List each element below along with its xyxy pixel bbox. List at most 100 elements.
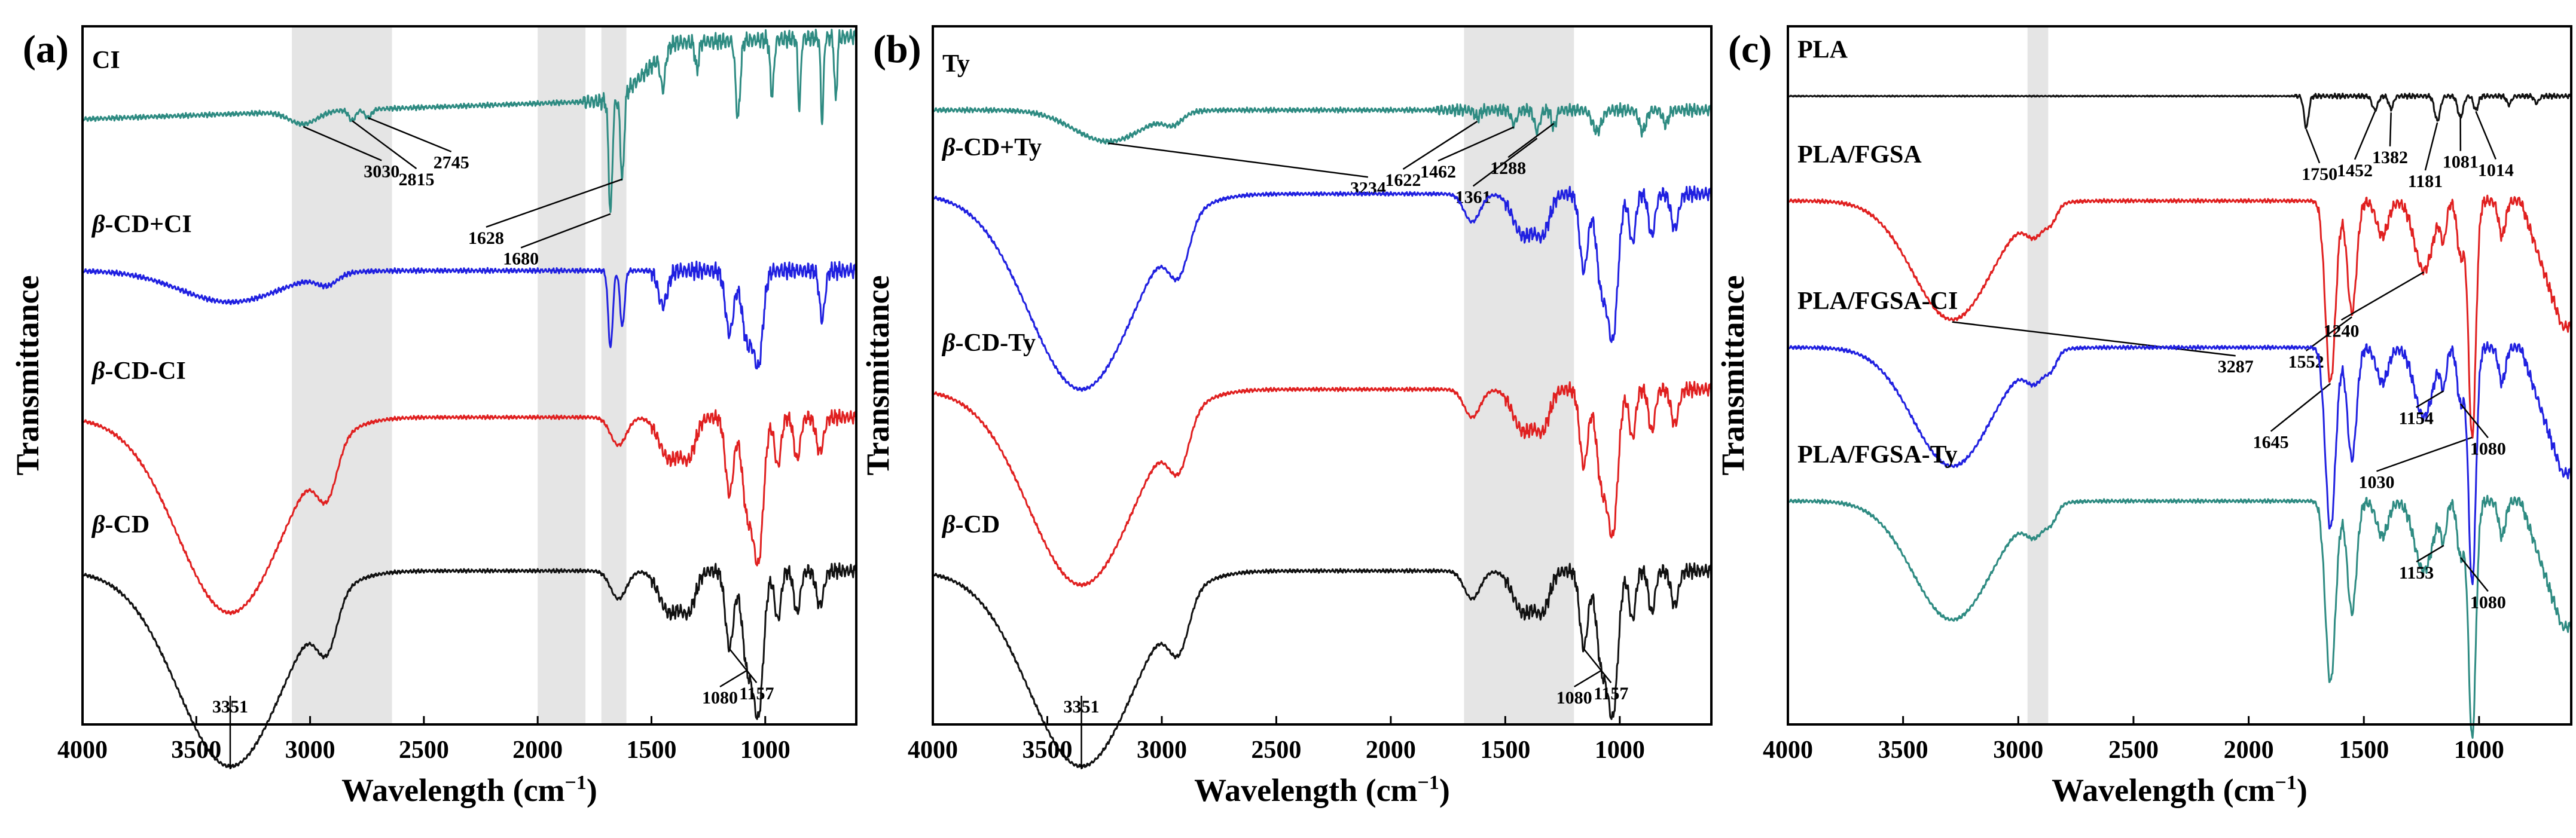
- panel-letter: (c): [1728, 27, 1772, 71]
- peak-leader: [520, 213, 611, 249]
- peak-label-1622: 1622: [1385, 170, 1421, 190]
- x-tick-label: 3500: [171, 736, 221, 764]
- shaded-band-2: [538, 26, 586, 724]
- series-label: PLA/FGSA: [1797, 141, 1922, 169]
- series-line--cd-ty: [932, 185, 1713, 392]
- peak-label-1080: 1080: [2470, 592, 2506, 612]
- peak-leader: [1952, 321, 2236, 357]
- peak-label-1240: 1240: [2324, 321, 2360, 341]
- peak-label-2745: 2745: [434, 153, 469, 173]
- series-label: PLA/FGSA-Ty: [1797, 441, 1958, 469]
- peak-leader: [2305, 129, 2321, 164]
- x-tick-label: 3500: [1878, 736, 1928, 764]
- x-axis-title: Wavelength (cm−1): [1194, 772, 1450, 808]
- x-tick-label: 4000: [57, 736, 108, 764]
- peak-label-1382: 1382: [2372, 148, 2408, 167]
- series-line-pla-fgsa-ty: [1787, 494, 2572, 739]
- shaded-band-1: [292, 26, 392, 724]
- peak-label-1645: 1645: [2253, 433, 2289, 452]
- peak-label-1288: 1288: [1490, 158, 1526, 178]
- series-label: β-CD: [91, 511, 149, 539]
- peak-leader: [2305, 316, 2352, 351]
- peak-leader: [1507, 123, 1555, 158]
- x-tick-label: 2000: [512, 736, 563, 764]
- x-tick-label: 2000: [1366, 736, 1416, 764]
- x-axis-title: Wavelength (cm−1): [341, 772, 597, 808]
- x-tick-label: 1000: [2454, 736, 2504, 764]
- series-line--cd: [81, 562, 857, 769]
- peak-leader: [368, 117, 452, 152]
- series-line-ci: [81, 29, 857, 213]
- peak-label-2815: 2815: [398, 170, 434, 189]
- panel-letter: (b): [873, 27, 921, 71]
- peak-label-3351: 3351: [1064, 697, 1100, 717]
- x-tick-label: 3500: [1022, 736, 1072, 764]
- peak-leader: [1437, 126, 1515, 162]
- peak-label-1030: 1030: [2359, 472, 2395, 492]
- peak-label-1081: 1081: [2443, 152, 2479, 172]
- x-tick-label: 1500: [1480, 736, 1530, 764]
- peak-leader: [2475, 111, 2496, 160]
- peak-leader: [2424, 122, 2438, 171]
- peak-leader: [2389, 112, 2392, 146]
- peak-leader: [2270, 383, 2331, 432]
- peak-label-1462: 1462: [1420, 162, 1456, 182]
- series-line--cd-ci: [81, 261, 857, 370]
- series-label: PLA: [1797, 36, 1848, 64]
- series-label: β-CD-CI: [91, 357, 186, 385]
- peak-label-1080: 1080: [1556, 688, 1592, 708]
- peak-leader: [2376, 436, 2473, 472]
- series-line-pla-fgsa-ci: [1787, 341, 2572, 585]
- series-line-ty: [932, 102, 1713, 145]
- series-label: Ty: [942, 50, 970, 78]
- peak-leader: [719, 669, 747, 688]
- peak-label-1680: 1680: [503, 249, 539, 268]
- x-tick-label: 1000: [740, 736, 790, 764]
- peak-label-1153: 1153: [2399, 563, 2434, 583]
- peak-leader: [2354, 111, 2376, 160]
- peak-leader: [1573, 669, 1602, 688]
- series-label: β-CD+Ty: [941, 134, 1042, 161]
- x-tick-label: 4000: [908, 736, 958, 764]
- peak-leader: [729, 648, 758, 683]
- peak-label-1080: 1080: [2470, 439, 2506, 458]
- x-tick-label: 1500: [626, 736, 676, 764]
- series-label: CI: [92, 47, 120, 74]
- peak-leader: [2340, 271, 2425, 321]
- x-axis-title: Wavelength (cm−1): [2052, 772, 2308, 808]
- y-axis-title: Transmittance: [1715, 276, 1751, 476]
- x-tick-label: 2000: [2224, 736, 2274, 764]
- peak-label-1157: 1157: [1594, 684, 1628, 704]
- x-tick-label: 1500: [2339, 736, 2389, 764]
- peak-label-1750: 1750: [2302, 164, 2337, 184]
- peak-label-1181: 1181: [2408, 172, 2443, 191]
- peak-leader: [1402, 121, 1478, 170]
- shaded-band-1: [1464, 26, 1574, 724]
- series-line--cd-ci: [81, 408, 857, 616]
- series-line--cd-ty: [932, 381, 1713, 588]
- series-line-pla: [1787, 92, 2572, 130]
- series-label: β-CD: [941, 511, 1000, 539]
- x-tick-label: 2500: [1251, 736, 1301, 764]
- x-tick-label: 3000: [1137, 736, 1187, 764]
- plot-frame: [1787, 25, 2572, 726]
- peak-leader: [486, 178, 623, 228]
- plot-frame: [932, 25, 1713, 726]
- y-axis-title: Transmittance: [10, 276, 45, 476]
- x-tick-label: 1000: [1595, 736, 1645, 764]
- x-tick-label: 4000: [1763, 736, 1813, 764]
- peak-leader: [1108, 142, 1368, 178]
- peak-leader: [303, 126, 382, 161]
- panel-b: Ty32341622146213611288β-CD+Tyβ-CD-Tyβ-CD…: [860, 25, 1713, 808]
- series-label: PLA/FGSA-CI: [1797, 288, 1958, 315]
- peak-label-1154: 1154: [2399, 408, 2434, 428]
- peak-leader: [2460, 556, 2489, 592]
- x-tick-label: 2500: [399, 736, 449, 764]
- series-line-pla-fgsa: [1787, 194, 2572, 439]
- peak-label-1157: 1157: [739, 684, 774, 704]
- series-label: β-CD-Ty: [941, 329, 1036, 357]
- peak-label-3351: 3351: [212, 697, 248, 717]
